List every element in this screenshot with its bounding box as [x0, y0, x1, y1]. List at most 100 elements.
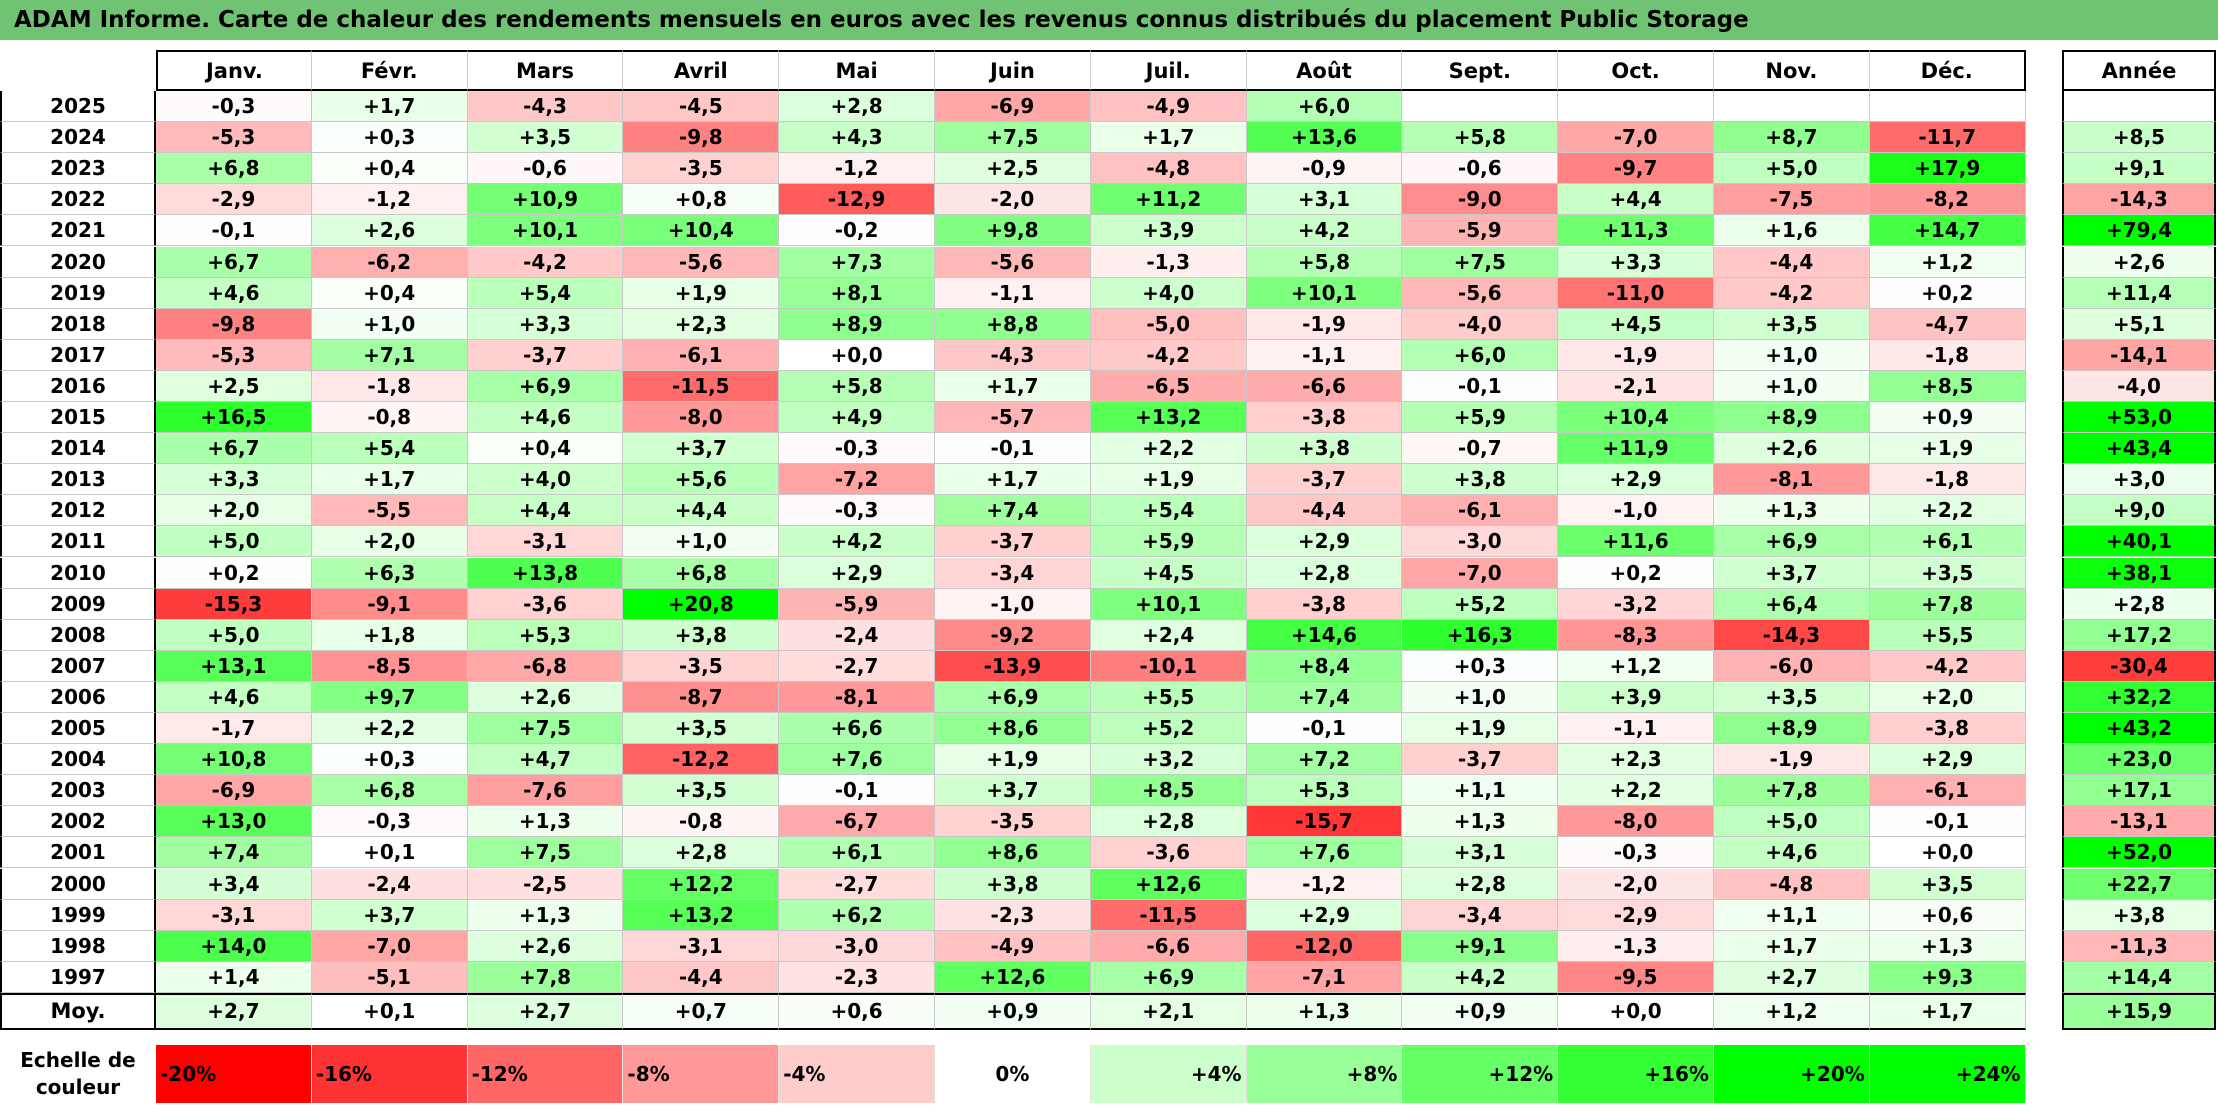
heatmap-cell: +5,4 [311, 433, 468, 465]
heatmap-cell: -2,0 [1558, 868, 1714, 900]
heatmap-cell: +2,9 [1246, 899, 1403, 931]
heatmap-cell: -3,8 [1246, 402, 1403, 434]
month-header: Avril [623, 50, 780, 91]
heatmap-cell: +6,9 [935, 681, 1091, 713]
heatmap-cell: -5,5 [311, 495, 468, 527]
heatmap-cell: +11,3 [1558, 215, 1714, 247]
legend-swatch: -16% [311, 1045, 468, 1103]
heatmap-cell: -13,9 [935, 650, 1091, 682]
heatmap-cell: +6,9 [1714, 526, 1870, 558]
legend-swatch: +8% [1246, 1045, 1403, 1103]
heatmap-cell: -1,8 [311, 370, 468, 402]
heatmap-cell: +7,5 [935, 122, 1091, 154]
year-label: 2022 [0, 184, 156, 216]
year-label: 2003 [0, 775, 156, 807]
heatmap-cell: -10,1 [1090, 650, 1247, 682]
heatmap-cell: +5,0 [156, 619, 312, 651]
year-label: 2010 [0, 557, 156, 589]
year-label: 2009 [0, 588, 156, 620]
heatmap-cell: +3,8 [623, 619, 780, 651]
month-header: Sept. [1402, 50, 1559, 91]
heatmap-cell: -4,4 [1714, 246, 1870, 278]
heatmap-cell: +6,8 [156, 153, 312, 185]
heatmap-cell: +0,2 [156, 557, 312, 589]
heatmap-cell: +3,7 [311, 899, 468, 931]
average-cell: +1,2 [1714, 992, 1870, 1030]
heatmap-cell: +8,6 [935, 713, 1091, 745]
month-header: Nov. [1714, 50, 1870, 91]
heatmap-cell: +7,5 [467, 713, 624, 745]
heatmap-cell: -0,1 [935, 433, 1091, 465]
heatmap-cell: +2,2 [1558, 775, 1714, 807]
heatmap-cell: +8,4 [1246, 650, 1403, 682]
heatmap-cell: +2,2 [1869, 495, 2026, 527]
heatmap-cell: +5,9 [1090, 526, 1247, 558]
heatmap-cell: -1,0 [935, 588, 1091, 620]
heatmap-cell: -8,7 [623, 681, 780, 713]
heatmap-cell: +3,1 [1246, 184, 1403, 216]
heatmap-cell: -0,3 [311, 806, 468, 838]
heatmap-cell [1714, 91, 1870, 123]
annual-header: Année [2062, 50, 2216, 91]
heatmap-cell: -2,3 [935, 899, 1091, 931]
heatmap-cell: +1,9 [1090, 464, 1247, 496]
heatmap-cell: +1,2 [1869, 246, 2026, 278]
legend-title-line: Echelle de [20, 1048, 136, 1072]
heatmap-cell: +7,5 [467, 837, 624, 869]
heatmap-cell: +2,9 [1246, 526, 1403, 558]
heatmap-cell: -8,0 [1558, 806, 1714, 838]
heatmap-cell: +1,7 [1090, 122, 1247, 154]
annual-cell: +79,4 [2062, 215, 2216, 247]
year-label: 2004 [0, 744, 156, 776]
heatmap-cell: +0,3 [1402, 650, 1559, 682]
heatmap-cell: +9,1 [1402, 930, 1559, 962]
year-label: 2000 [0, 868, 156, 900]
heatmap-cell: +1,3 [1402, 806, 1559, 838]
heatmap-cell: +7,8 [1869, 588, 2026, 620]
heatmap-cell: +2,9 [779, 557, 935, 589]
heatmap-cell: +6,3 [311, 557, 468, 589]
heatmap-cell: -5,1 [311, 961, 468, 993]
heatmap-cell: +1,2 [1558, 650, 1714, 682]
heatmap-cell: -2,0 [935, 184, 1091, 216]
heatmap-cell: +12,6 [1090, 868, 1247, 900]
heatmap-cell: -7,0 [311, 930, 468, 962]
heatmap-cell: -3,4 [1402, 899, 1559, 931]
annual-cell: -14,1 [2062, 339, 2216, 371]
heatmap-cell: +3,7 [935, 775, 1091, 807]
heatmap-cell: -6,2 [311, 246, 468, 278]
heatmap-cell: +1,3 [1714, 495, 1870, 527]
heatmap-cell: -4,2 [1090, 339, 1247, 371]
heatmap-cell: -3,0 [1402, 526, 1559, 558]
heatmap-cell: -1,1 [935, 277, 1091, 309]
legend-swatch: +24% [1869, 1045, 2026, 1103]
month-header: Mai [779, 50, 935, 91]
heatmap-cell: +5,8 [1246, 246, 1403, 278]
heatmap-cell: +0,2 [1869, 277, 2026, 309]
heatmap-cell: +1,4 [156, 961, 312, 993]
heatmap-cell: +5,2 [1090, 713, 1247, 745]
heatmap-cell: +4,3 [779, 122, 935, 154]
year-label: 1997 [0, 961, 156, 993]
heatmap-cell: +5,0 [1714, 806, 1870, 838]
heatmap-cell: +1,9 [1869, 433, 2026, 465]
heatmap-cell: +1,7 [311, 91, 468, 123]
year-label: 1998 [0, 930, 156, 962]
heatmap-cell: +5,6 [623, 464, 780, 496]
annual-cell: +17,1 [2062, 775, 2216, 807]
heatmap-cell: +7,3 [779, 246, 935, 278]
heatmap-cell: +6,8 [311, 775, 468, 807]
heatmap-cell: +3,5 [1869, 868, 2026, 900]
heatmap-cell: +2,0 [1869, 681, 2026, 713]
heatmap-cell: -6,0 [1714, 650, 1870, 682]
heatmap-cell: -3,7 [1246, 464, 1403, 496]
year-label: 2011 [0, 526, 156, 558]
heatmap-cell: +3,5 [1714, 681, 1870, 713]
legend-swatch: -4% [779, 1045, 935, 1103]
annual-cell: -30,4 [2062, 650, 2216, 682]
heatmap-cell: +16,3 [1402, 619, 1559, 651]
heatmap-cell: -4,2 [467, 246, 624, 278]
heatmap-cell: +2,2 [1090, 433, 1247, 465]
heatmap-cell: +14,7 [1869, 215, 2026, 247]
heatmap-cell: +1,3 [467, 899, 624, 931]
